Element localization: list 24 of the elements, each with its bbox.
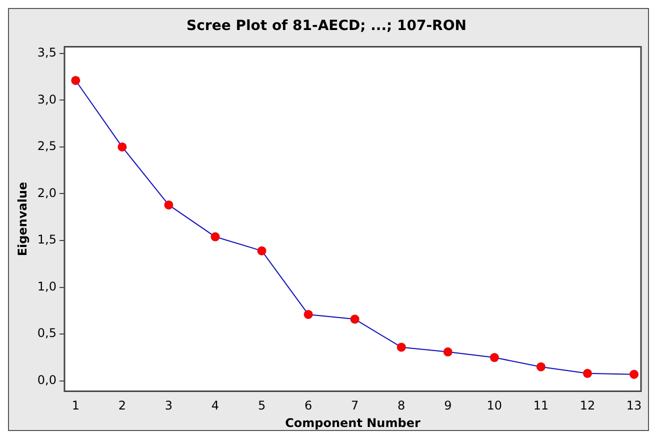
x-tick-label: 13 (626, 398, 642, 413)
y-tick-label: 0,0 (37, 373, 56, 388)
y-tick-label: 2,0 (37, 186, 56, 200)
x-tick-label: 5 (258, 398, 266, 413)
x-tick-label: 7 (351, 398, 359, 413)
y-tick-label: 2,5 (37, 139, 56, 154)
y-tick-label: 0,5 (37, 326, 56, 340)
x-tick-label: 4 (211, 398, 220, 413)
x-tick-label: 8 (398, 398, 406, 413)
x-tick-label: 12 (580, 398, 596, 413)
y-axis-title: Eigenvalue (15, 182, 30, 256)
x-tick-label: 10 (486, 398, 502, 413)
x-axis-title: Component Number (285, 416, 420, 430)
y-tick-label: 3,5 (37, 45, 56, 60)
x-tick-label: 9 (444, 398, 452, 413)
x-tick-label: 1 (72, 398, 80, 413)
y-tick-label: 1,0 (37, 279, 56, 294)
chart-title: Scree Plot of 81-AECD; ...; 107-RON (186, 18, 466, 34)
x-tick-label: 11 (533, 398, 549, 413)
y-tick-label: 3,0 (37, 92, 56, 106)
y-tick-label: 1,5 (37, 232, 56, 247)
x-tick-label: 6 (304, 398, 312, 413)
x-tick-label: 2 (118, 398, 126, 413)
x-tick-label: 3 (164, 398, 173, 413)
